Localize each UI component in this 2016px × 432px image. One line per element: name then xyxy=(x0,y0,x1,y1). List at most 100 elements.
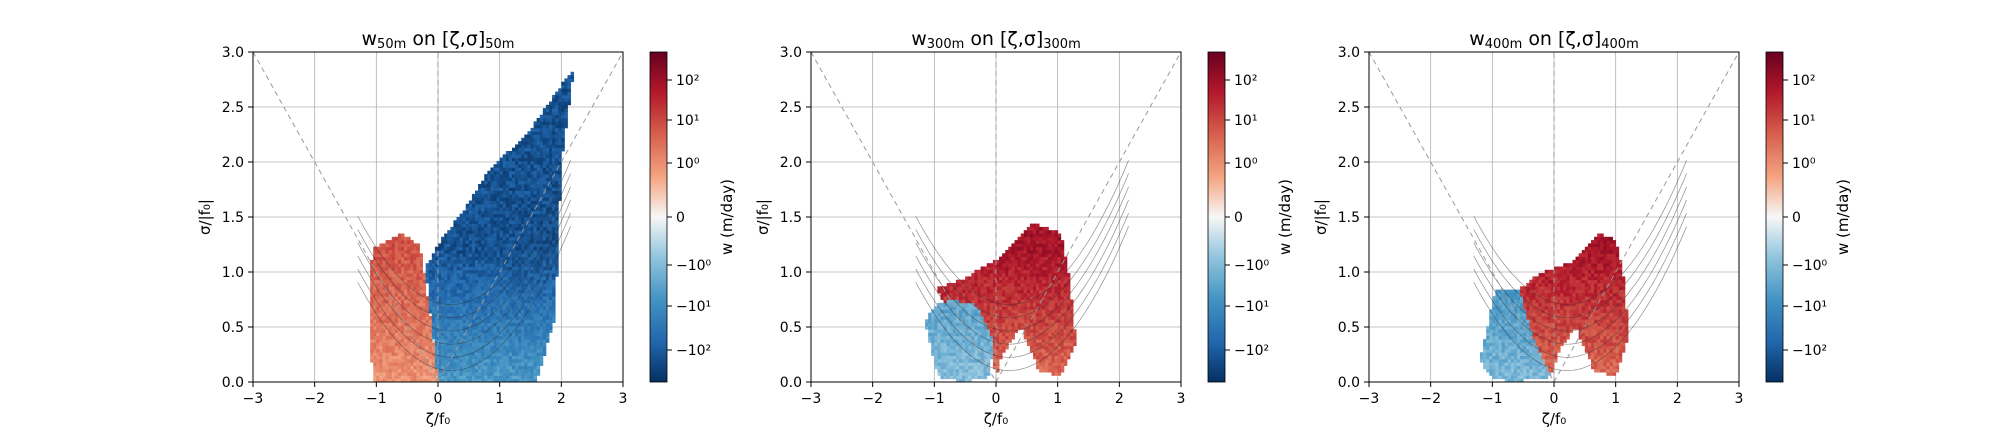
heatmap-cell xyxy=(376,256,380,261)
heatmap-cell xyxy=(438,332,442,337)
heatmap-cell xyxy=(996,316,1000,320)
heatmap-cell xyxy=(952,286,957,290)
heatmap-cell xyxy=(515,286,519,290)
heatmap-cell xyxy=(379,349,383,353)
heatmap-cell xyxy=(1042,312,1046,317)
heatmap-cell xyxy=(1051,332,1055,337)
heatmap-cell xyxy=(542,306,547,310)
heatmap-cell xyxy=(1023,266,1028,271)
heatmap-cell xyxy=(471,339,476,343)
heatmap-cell xyxy=(552,236,556,241)
heatmap-cell xyxy=(496,177,501,182)
heatmap-cell xyxy=(1057,276,1062,281)
heatmap-cell xyxy=(521,233,525,238)
heatmap-cell xyxy=(379,332,383,337)
heatmap-cell xyxy=(530,226,534,231)
heatmap-cell xyxy=(1017,322,1022,327)
heatmap-cell xyxy=(493,368,497,373)
heatmap-cell xyxy=(490,187,494,191)
heatmap-cell xyxy=(567,78,571,83)
heatmap-cell xyxy=(419,358,423,363)
heatmap-cell xyxy=(453,253,457,257)
heatmap-cell xyxy=(1060,246,1065,251)
heatmap-cell xyxy=(934,345,938,350)
heatmap-cell xyxy=(401,233,405,238)
heatmap-cell xyxy=(508,358,513,363)
heatmap-cell xyxy=(478,332,482,337)
heatmap-cell xyxy=(468,325,473,330)
heatmap-cell xyxy=(487,325,491,330)
heatmap-cell xyxy=(533,319,538,323)
heatmap-cell xyxy=(428,306,433,310)
heatmap-cell xyxy=(376,335,380,340)
heatmap-cell xyxy=(1026,259,1031,264)
heatmap-cell xyxy=(1029,250,1034,254)
heatmap-cell xyxy=(1060,279,1065,284)
heatmap-cell xyxy=(555,94,559,99)
heatmap-cell xyxy=(940,375,944,380)
heatmap-cell xyxy=(496,210,501,215)
heatmap-cell xyxy=(521,345,525,350)
heatmap-cell xyxy=(1029,243,1034,248)
heatmap-cell xyxy=(968,292,972,297)
heatmap-cell xyxy=(1063,349,1068,353)
heatmap-cell xyxy=(1033,325,1037,330)
heatmap-cell xyxy=(1033,230,1037,234)
heatmap-cell xyxy=(940,335,944,340)
heatmap-cell xyxy=(487,187,491,191)
heatmap-cell xyxy=(536,187,541,191)
heatmap-cell xyxy=(524,309,528,314)
heatmap-cell xyxy=(530,131,534,135)
heatmap-cell xyxy=(1057,309,1062,314)
heatmap-cell xyxy=(484,365,488,370)
heatmap-cell xyxy=(558,197,562,201)
heatmap-cell xyxy=(934,325,938,330)
heatmap-cell xyxy=(1029,259,1034,264)
heatmap-cell xyxy=(989,335,994,340)
heatmap-cell xyxy=(394,345,399,350)
heatmap-cell xyxy=(558,170,562,175)
heatmap-cell xyxy=(545,160,550,165)
heatmap-cell xyxy=(478,250,482,254)
heatmap-cell xyxy=(438,306,442,310)
heatmap-cell xyxy=(419,372,423,376)
heatmap-cell xyxy=(983,372,988,376)
heatmap-cell xyxy=(555,177,559,182)
heatmap-cell xyxy=(1026,312,1031,317)
heatmap-cell xyxy=(1054,339,1059,343)
heatmap-cell xyxy=(980,322,985,327)
heatmap-cell xyxy=(1036,253,1040,257)
heatmap-cell xyxy=(1036,233,1040,238)
heatmap-cell xyxy=(999,309,1003,314)
heatmap-cell xyxy=(527,309,531,314)
heatmap-cell xyxy=(549,174,553,178)
heatmap-cell xyxy=(401,309,405,314)
heatmap-cell xyxy=(539,118,544,122)
heatmap-cell xyxy=(431,283,436,287)
heatmap-cell xyxy=(484,203,488,208)
heatmap-cell xyxy=(499,243,504,248)
heatmap-cell xyxy=(1014,246,1018,251)
heatmap-cell xyxy=(508,184,513,188)
heatmap-cell xyxy=(425,345,430,350)
heatmap-cell xyxy=(536,118,541,122)
heatmap-cell xyxy=(946,358,951,363)
heatmap-cell xyxy=(422,339,427,343)
heatmap-cell xyxy=(493,286,497,290)
heatmap-cell xyxy=(539,296,544,300)
heatmap-cell xyxy=(456,342,460,347)
heatmap-cell xyxy=(484,217,488,221)
heatmap-cell xyxy=(977,289,981,294)
heatmap-cell xyxy=(1042,253,1046,257)
heatmap-cell xyxy=(515,345,519,350)
heatmap-cell xyxy=(1063,319,1068,323)
heatmap-cell xyxy=(434,306,439,310)
heatmap-cell xyxy=(530,365,534,370)
heatmap-cell xyxy=(524,200,528,205)
heatmap-cell xyxy=(462,292,467,297)
heatmap-cell xyxy=(505,365,510,370)
heatmap-cell xyxy=(456,226,460,231)
heatmap-cell xyxy=(530,279,534,284)
heatmap-cell xyxy=(410,306,414,310)
heatmap-cell xyxy=(404,309,408,314)
